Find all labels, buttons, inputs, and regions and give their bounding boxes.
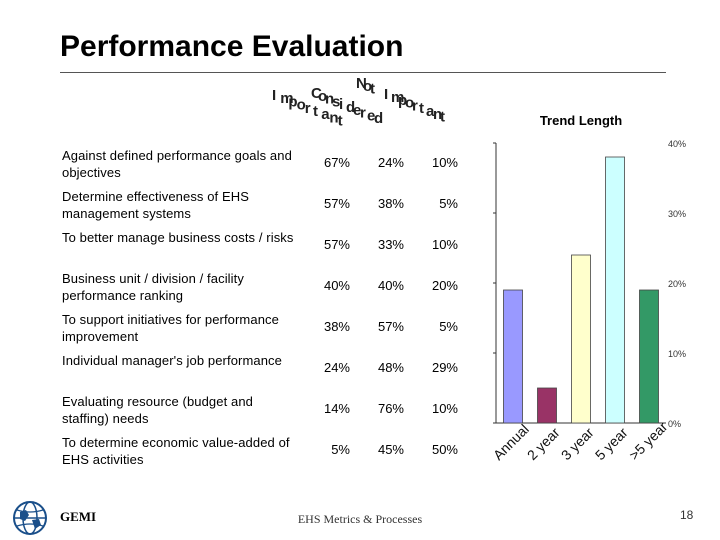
y-tick-label: 10% <box>668 349 686 359</box>
considered-value: 57% <box>377 319 404 334</box>
table-row: To determine economic value-added of EHS… <box>0 434 480 474</box>
x-tick-label: 5 year <box>592 424 631 463</box>
chart-bar <box>571 254 591 424</box>
globe-logo-icon <box>13 501 47 535</box>
header-considered: Consi dered <box>311 85 383 127</box>
table-row: Evaluating resource (budget and staffing… <box>0 393 480 433</box>
x-tick-label: 2 year <box>524 424 563 463</box>
chart-bar <box>503 289 523 424</box>
row-label: To determine economic value-added of EHS… <box>62 435 290 467</box>
not-important-value: 57% <box>323 196 350 211</box>
y-tick-label: 20% <box>668 279 686 289</box>
x-tick-label: 3 year <box>558 424 597 463</box>
table-row: To support initiatives for performance i… <box>0 311 480 351</box>
row-label: Business unit / division / facility perf… <box>62 271 244 303</box>
table-row: To better manage business costs / risks 5… <box>0 229 480 269</box>
not-important-value: 57% <box>323 237 350 252</box>
row-label: To support initiatives for performance i… <box>62 312 279 344</box>
important-value: 29% <box>431 360 458 375</box>
table-row: Business unit / division / facility perf… <box>0 270 480 310</box>
important-value: 5% <box>439 319 458 334</box>
important-value: 5% <box>439 196 458 211</box>
row-label: Determine effectiveness of EHS managemen… <box>62 189 250 221</box>
chart-title: Trend Length <box>540 113 622 128</box>
row-label: Evaluating resource (budget and staffing… <box>62 394 254 426</box>
considered-value: 45% <box>377 442 404 457</box>
chart-bar <box>605 156 625 424</box>
important-value: 50% <box>431 442 458 457</box>
gemi-logo-text: GEMI <box>60 509 97 524</box>
not-important-value: 5% <box>331 442 350 457</box>
table-row: Determine effectiveness of EHS managemen… <box>0 188 480 228</box>
table-row: Against defined performance goals and ob… <box>0 147 480 187</box>
not-important-value: 40% <box>323 278 350 293</box>
y-tick-label: 30% <box>668 209 686 219</box>
considered-value: 76% <box>377 401 404 416</box>
table-row: Individual manager's job performance 24% 4… <box>0 352 480 392</box>
y-tick-label: 40% <box>668 139 686 149</box>
x-tick-label: Annual <box>490 421 532 463</box>
x-tick-label: >5 year <box>626 418 671 463</box>
page-title: Performance Evaluation <box>60 30 404 63</box>
not-important-value: 38% <box>323 319 350 334</box>
important-value: 10% <box>431 401 458 416</box>
considered-value: 24% <box>377 155 404 170</box>
page-number: 18 <box>680 508 694 522</box>
not-important-value: 67% <box>323 155 350 170</box>
considered-value: 40% <box>377 278 404 293</box>
title-divider <box>60 72 666 73</box>
row-label: Against defined performance goals and ob… <box>62 148 292 180</box>
footer-caption: EHS Metrics & Processes <box>297 512 423 526</box>
considered-value: 38% <box>377 196 404 211</box>
considered-value: 48% <box>377 360 404 375</box>
row-label: Individual manager's job performance <box>62 353 282 368</box>
y-tick-label: 0% <box>668 419 681 429</box>
chart-bar <box>639 289 659 424</box>
important-value: 10% <box>431 237 458 252</box>
chart-bar <box>537 387 557 424</box>
important-value: 10% <box>431 155 458 170</box>
not-important-value: 14% <box>323 401 350 416</box>
row-label: To better manage business costs / risks <box>62 230 294 245</box>
trend-length-chart: Trend Length 0% 10% 20% 30% 40% Annual 2 year 3 … <box>476 105 720 485</box>
important-value: 20% <box>431 278 458 293</box>
considered-value: 33% <box>377 237 404 252</box>
not-important-value: 24% <box>323 360 350 375</box>
